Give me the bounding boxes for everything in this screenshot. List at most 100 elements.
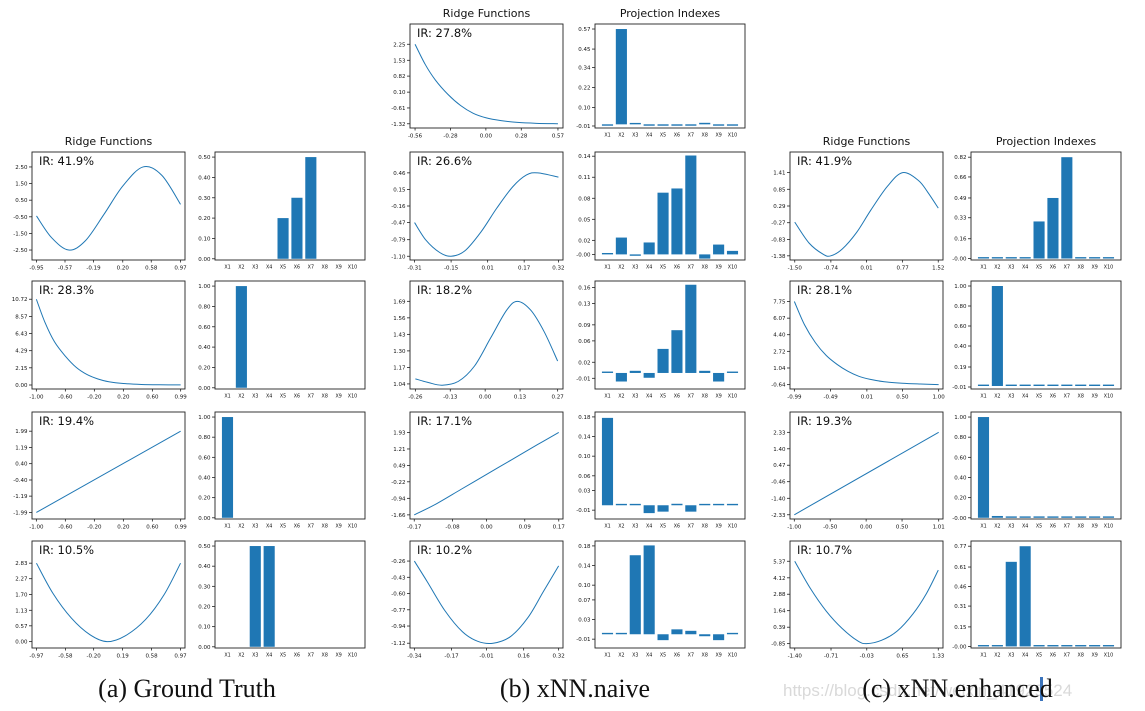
x-tick-label: 0.01 — [860, 266, 872, 272]
x-category-label: X7 — [308, 524, 314, 530]
projection-bar — [601, 632, 614, 635]
projection-bar — [713, 634, 725, 641]
y-tick-label: -0.00 — [952, 516, 967, 522]
y-tick-label: 0.40 — [198, 345, 211, 351]
projection-bar — [629, 555, 641, 635]
y-tick-label: 2.88 — [773, 592, 786, 598]
plot-box — [214, 411, 366, 520]
x-tick-label: 0.60 — [146, 395, 159, 401]
projection-bar — [1102, 384, 1115, 386]
x-category-label: X9 — [715, 653, 721, 659]
projection-bar — [977, 384, 990, 386]
y-tick-label: 0.00 — [15, 383, 28, 389]
chart-canvas: 0.82 0.66 0.49 0.33 0.16 -0.00 X1 X2 X3 X4 X5 X6 X7 X… — [952, 151, 1122, 271]
ridge-function-chart: -0.26 -0.43 -0.60 -0.77 -0.94 -1.12 -0.34 -0.17… — [378, 527, 569, 666]
y-tick-label: 0.40 — [198, 475, 211, 481]
projection-bar — [601, 124, 614, 126]
caption-xnn-enhanced: (c) xNN.enhanced — [862, 674, 1053, 703]
y-tick-label: 0.00 — [198, 645, 211, 651]
x-tick-label: 0.60 — [146, 525, 159, 531]
x-category-label: X7 — [308, 394, 314, 400]
ir-label: IR: 10.5% — [39, 543, 94, 557]
x-tick-label: -0.34 — [407, 654, 422, 660]
y-tick-label: -1.99 — [13, 510, 28, 516]
x-tick-label: -0.56 — [408, 134, 423, 140]
x-tick-label: 0.20 — [117, 395, 130, 401]
projection-bar — [685, 505, 697, 512]
x-tick-label: -0.26 — [408, 395, 423, 401]
x-category-label: X3 — [632, 653, 638, 659]
x-category-label: X6 — [674, 265, 680, 271]
x-category-label: X6 — [1050, 394, 1056, 400]
x-category-label: X8 — [702, 265, 708, 271]
ir-label: IR: 41.9% — [797, 154, 852, 168]
projection-bar — [713, 503, 725, 506]
plot-box — [970, 540, 1122, 649]
projection-bar — [1019, 516, 1031, 518]
x-tick-label: 0.27 — [552, 395, 565, 401]
projection-bar — [726, 124, 739, 126]
plot-box — [789, 540, 944, 649]
y-tick-label: 0.07 — [578, 598, 591, 604]
projection-bar — [991, 515, 1003, 518]
y-tick-label: 0.20 — [198, 365, 211, 371]
y-tick-label: 1.00 — [954, 284, 967, 290]
chart-canvas: 2.25 1.53 0.82 0.10 -0.61 -1.32-0.56 -0.28 0.00… — [391, 23, 565, 140]
x-tick-label: -0.71 — [824, 654, 838, 660]
projection-bar — [643, 124, 655, 126]
y-tick-label: 0.40 — [15, 462, 28, 468]
y-tick-label: -0.16 — [391, 204, 406, 210]
y-tick-label: 0.50 — [198, 155, 211, 161]
x-category-label: X1 — [604, 653, 610, 659]
ridge-curve — [414, 432, 559, 516]
x-category-label: X4 — [266, 394, 272, 400]
chart-title: Projection Indexes — [619, 7, 721, 20]
y-tick-label: 0.40 — [198, 564, 211, 570]
x-tick-label: -0.97 — [29, 654, 44, 660]
y-tick-label: 0.10 — [578, 106, 591, 112]
x-category-label: X3 — [632, 394, 638, 400]
y-tick-label: 1.19 — [15, 446, 28, 452]
y-tick-label: -0.00 — [576, 252, 591, 258]
y-tick-label: -0.26 — [391, 559, 406, 565]
x-tick-label: 0.58 — [145, 654, 158, 660]
y-tick-label: 0.00 — [198, 516, 211, 522]
chart-canvas: 0.16 0.13 0.09 0.06 0.02 -0.01 X1 X2 X3 X4 X5 X6 X7 X… — [576, 280, 746, 400]
projection-bar — [1089, 516, 1101, 518]
chart-canvas: 1.41 0.85 0.29 -0.27 -0.83 -1.38-1.50 -0.74 0.0… — [771, 151, 944, 272]
y-tick-label: 2.83 — [15, 561, 28, 567]
y-tick-label: 1.64 — [773, 609, 786, 615]
y-tick-label: 1.00 — [198, 284, 211, 290]
y-tick-label: 0.06 — [578, 474, 591, 480]
x-category-label: X8 — [1078, 653, 1084, 659]
projection-bar — [1075, 384, 1087, 386]
projection-index-chart: 1.00 0.80 0.60 0.40 0.20 0.00 X1 X2 X3 X4 X5 X6 X7 X8… — [183, 398, 371, 537]
x-category-label: X2 — [618, 133, 624, 139]
ridge-curve — [415, 300, 559, 386]
x-category-label: X8 — [702, 653, 708, 659]
plot-box — [789, 280, 944, 390]
y-tick-label: 0.31 — [954, 604, 966, 610]
y-tick-label: 2.72 — [773, 349, 785, 355]
x-category-label: X5 — [280, 265, 286, 271]
projection-bar — [643, 545, 655, 635]
ridge-curve — [794, 172, 939, 257]
plot-box — [409, 151, 564, 261]
y-tick-label: 1.00 — [198, 415, 211, 421]
y-tick-label: 0.00 — [15, 640, 28, 646]
projection-bar — [1061, 645, 1073, 647]
x-tick-label: 1.52 — [932, 266, 944, 272]
projection-bar — [643, 242, 655, 255]
x-category-label: X9 — [1091, 394, 1097, 400]
projection-bar — [699, 634, 711, 637]
y-tick-label: 0.15 — [954, 625, 967, 631]
y-tick-label: 0.50 — [15, 198, 28, 204]
x-category-label: X10 — [1104, 265, 1113, 271]
y-tick-label: 0.02 — [578, 238, 590, 244]
projection-bar — [277, 218, 289, 259]
projection-bar — [977, 417, 990, 518]
y-tick-label: 0.08 — [578, 196, 591, 202]
y-tick-label: 0.57 — [578, 27, 591, 33]
projection-bar — [1061, 384, 1073, 386]
x-category-label: X5 — [1036, 524, 1042, 530]
